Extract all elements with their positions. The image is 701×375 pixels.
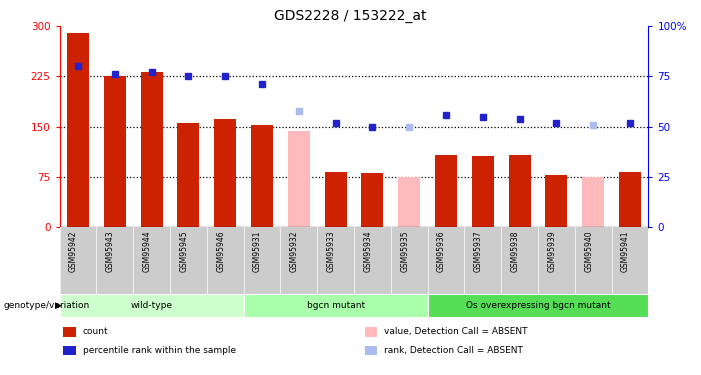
Text: GSM95941: GSM95941 (621, 230, 630, 272)
Text: genotype/variation: genotype/variation (4, 301, 90, 310)
Bar (583, 177, 604, 227)
Bar (251, 125, 273, 227)
Bar (545, 175, 568, 227)
Text: ▶: ▶ (55, 301, 62, 310)
Text: GSM95937: GSM95937 (474, 230, 483, 272)
Bar (140, 72, 163, 227)
Bar (472, 156, 494, 227)
Bar (398, 177, 420, 227)
Text: count: count (83, 327, 109, 336)
Bar (60, 294, 244, 317)
Text: wild-type: wild-type (130, 301, 172, 310)
Text: Os overexpressing bgcn mutant: Os overexpressing bgcn mutant (465, 301, 611, 310)
Bar (104, 76, 126, 227)
Text: GSM95945: GSM95945 (179, 230, 189, 272)
Text: GSM95946: GSM95946 (216, 230, 225, 272)
Text: GDS2228 / 153222_at: GDS2228 / 153222_at (274, 9, 427, 23)
Text: GSM95932: GSM95932 (290, 230, 299, 272)
Text: GSM95935: GSM95935 (400, 230, 409, 272)
Text: GSM95943: GSM95943 (106, 230, 115, 272)
Bar (428, 294, 648, 317)
Text: GSM95936: GSM95936 (437, 230, 446, 272)
Bar (288, 131, 310, 227)
Text: GSM95933: GSM95933 (327, 230, 336, 272)
Text: GSM95944: GSM95944 (142, 230, 151, 272)
Bar (619, 172, 641, 227)
Text: percentile rank within the sample: percentile rank within the sample (83, 346, 236, 355)
Text: GSM95939: GSM95939 (547, 230, 557, 272)
Bar (435, 154, 457, 227)
Bar (325, 172, 347, 227)
Bar (215, 118, 236, 227)
Bar (177, 123, 200, 227)
Text: GSM95940: GSM95940 (584, 230, 593, 272)
Text: value, Detection Call = ABSENT: value, Detection Call = ABSENT (384, 327, 528, 336)
Text: rank, Detection Call = ABSENT: rank, Detection Call = ABSENT (384, 346, 523, 355)
Bar (244, 294, 428, 317)
Text: GSM95931: GSM95931 (253, 230, 262, 272)
Text: GSM95942: GSM95942 (69, 230, 78, 272)
Text: GSM95938: GSM95938 (510, 230, 519, 272)
Bar (509, 154, 531, 227)
Bar (67, 33, 89, 227)
Text: GSM95934: GSM95934 (363, 230, 372, 272)
Bar (362, 173, 383, 227)
Text: bgcn mutant: bgcn mutant (306, 301, 365, 310)
